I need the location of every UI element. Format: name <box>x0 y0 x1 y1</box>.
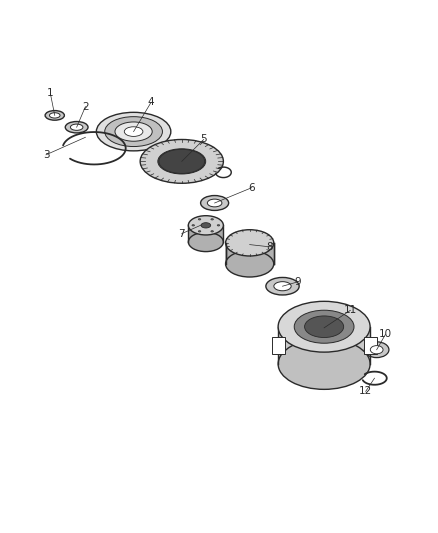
Text: 6: 6 <box>248 183 255 192</box>
Ellipse shape <box>65 122 88 133</box>
Polygon shape <box>272 337 285 354</box>
Text: 8: 8 <box>266 242 273 252</box>
Ellipse shape <box>207 199 222 207</box>
Ellipse shape <box>370 345 383 354</box>
Ellipse shape <box>201 196 229 211</box>
Ellipse shape <box>274 281 291 291</box>
Text: 10: 10 <box>379 329 392 340</box>
Ellipse shape <box>211 219 213 220</box>
Text: 4: 4 <box>148 97 155 107</box>
Ellipse shape <box>188 232 223 252</box>
Polygon shape <box>188 216 223 242</box>
Polygon shape <box>226 230 274 264</box>
Ellipse shape <box>278 301 370 352</box>
Ellipse shape <box>304 316 344 337</box>
Ellipse shape <box>201 223 211 228</box>
Polygon shape <box>278 301 370 364</box>
Ellipse shape <box>226 230 274 256</box>
Text: 3: 3 <box>42 150 49 160</box>
Ellipse shape <box>188 216 223 235</box>
Text: 5: 5 <box>200 134 207 144</box>
Ellipse shape <box>211 231 213 232</box>
Ellipse shape <box>198 219 201 220</box>
Ellipse shape <box>124 127 143 136</box>
Ellipse shape <box>115 122 152 141</box>
Ellipse shape <box>159 149 205 173</box>
Text: 9: 9 <box>294 277 301 287</box>
Text: 11: 11 <box>344 305 357 316</box>
Polygon shape <box>364 337 377 354</box>
Ellipse shape <box>226 251 274 277</box>
Text: 1: 1 <box>47 88 54 99</box>
Ellipse shape <box>217 224 220 226</box>
Ellipse shape <box>192 224 194 226</box>
Ellipse shape <box>294 310 354 343</box>
Text: 12: 12 <box>359 386 372 397</box>
Ellipse shape <box>198 231 201 232</box>
Ellipse shape <box>158 149 206 174</box>
Ellipse shape <box>49 113 60 118</box>
Ellipse shape <box>364 342 389 358</box>
Ellipse shape <box>45 110 64 120</box>
Ellipse shape <box>278 338 370 390</box>
Ellipse shape <box>140 140 223 183</box>
Ellipse shape <box>266 278 299 295</box>
Text: 2: 2 <box>82 102 89 111</box>
Ellipse shape <box>71 124 83 131</box>
Text: 7: 7 <box>178 229 185 239</box>
Ellipse shape <box>105 117 162 147</box>
Ellipse shape <box>96 112 171 151</box>
